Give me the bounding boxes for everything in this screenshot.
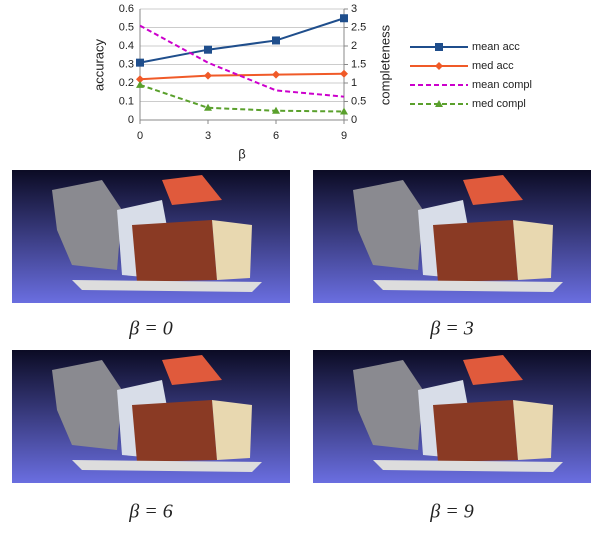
y-tick-label: 0.3	[119, 58, 134, 70]
panel	[12, 350, 290, 483]
x-tick-label: 0	[137, 130, 143, 142]
y-tick-label: 0.1	[119, 95, 134, 107]
y2-tick-label: 0.5	[351, 95, 366, 107]
panel	[12, 170, 290, 303]
y-tick-label: 0.2	[119, 77, 134, 89]
reconstruction-image	[12, 170, 290, 303]
series-line	[139, 17, 345, 64]
y2-axis-label: completeness	[377, 24, 392, 105]
point	[204, 103, 212, 111]
y-tick-label: 0.5	[119, 21, 134, 33]
x-tick-label: 3	[205, 130, 211, 142]
y-axis-label: accuracy	[91, 38, 106, 91]
x-tick-label: 9	[341, 130, 347, 142]
point	[136, 58, 144, 67]
point	[204, 45, 212, 54]
y2-tick-label: 2	[351, 40, 357, 52]
series-line	[139, 24, 345, 98]
point	[340, 14, 348, 23]
point	[340, 107, 348, 115]
y2-tick-label: 3	[351, 3, 357, 15]
reconstruction-image	[313, 170, 591, 303]
y2-tick-label: 1	[351, 77, 357, 89]
caption: β = 0	[128, 318, 172, 340]
reconstruction-image	[313, 350, 591, 483]
point	[136, 80, 144, 88]
caption: β = 6	[128, 501, 172, 523]
legend-label: med compl	[472, 98, 526, 110]
point	[272, 70, 280, 79]
reconstruction-image	[12, 350, 290, 483]
legend-marker	[435, 43, 443, 51]
caption: β = 9	[429, 501, 473, 523]
y-tick-label: 0.4	[119, 40, 134, 52]
chart: accuracy completeness β	[91, 24, 392, 161]
x-axis-label: β	[238, 146, 245, 161]
series-line	[139, 83, 345, 113]
y2-tick-label: 1.5	[351, 58, 366, 70]
y2-tick-label: 0	[351, 114, 357, 126]
legend-marker	[435, 100, 443, 107]
point	[136, 75, 144, 84]
point	[204, 71, 212, 80]
y-tick-label: 0	[128, 114, 134, 126]
legend-label: mean compl	[472, 79, 532, 91]
point	[272, 106, 280, 114]
legend-label: mean acc	[472, 41, 520, 53]
panel	[313, 350, 591, 483]
point	[272, 36, 280, 45]
caption: β = 3	[429, 318, 473, 340]
series-line	[139, 72, 345, 81]
legend-label: med acc	[472, 60, 514, 72]
y2-tick-label: 2.5	[351, 21, 366, 33]
x-tick-label: 6	[273, 130, 279, 142]
y-tick-label: 0.6	[119, 3, 134, 15]
panel	[313, 170, 591, 303]
legend-marker	[435, 62, 443, 70]
point	[340, 69, 348, 78]
